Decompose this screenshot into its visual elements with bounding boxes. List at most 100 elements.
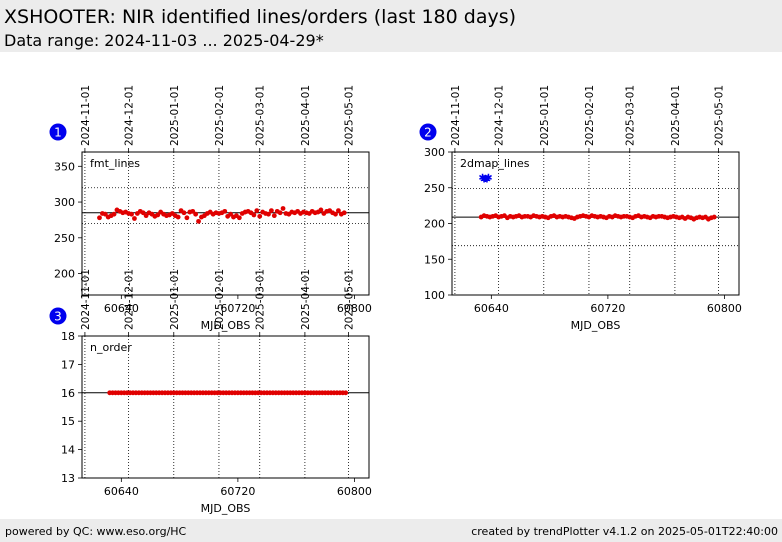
date-tick-label: 2024-12-01 [124,85,136,146]
date-tick-label: 2024-12-01 [494,85,506,146]
date-tick-label: 2025-04-01 [670,85,682,146]
page-subtitle: Data range: 2024-11-03 ... 2025-04-29* [4,31,324,50]
x-tick-label: 60640 [104,302,139,315]
y-tick-label: 250 [424,182,445,195]
footer-timestamp: created by trendPlotter v4.1.2 on 2025-0… [471,525,778,538]
data-point [111,211,117,217]
data-point [175,214,181,220]
plot-frame [81,335,370,479]
y-tick-label: 250 [54,232,75,245]
data-point [193,211,199,217]
outlier-marker: ✱ [481,174,489,185]
y-tick-label: 150 [424,253,445,266]
chart-panel-3: 2024-11-01 2024-12-01 2025-01-01 2025-02-01… [49,269,372,515]
x-tick-label: 60640 [104,485,139,498]
date-tick-label: 2025-05-01 [714,85,726,146]
y-tick-label: 350 [54,160,75,173]
y-tick-label: 300 [54,196,75,209]
parameter-label: 2dmap_lines [460,157,530,170]
data-point [341,210,347,216]
x-axis-label: MJD_OBS [571,319,621,332]
y-tick-label: 13 [61,472,75,485]
date-tick-label: 2025-05-01 [344,85,356,146]
data-point [132,216,137,221]
x-tick-label: 60720 [220,302,255,315]
y-tick-label: 17 [61,358,75,371]
parameter-label: n_order [90,341,132,354]
chart-panel-1: 2024-11-01 2024-12-01 2025-01-01 2025-02-01… [49,85,372,332]
panel-badge-number: 3 [54,310,62,324]
chart-panel-2: 2024-11-01 2024-12-01 2025-01-01 2025-02-01… [419,85,742,332]
plot-frame [81,151,370,296]
data-point [268,208,274,214]
x-tick-label: 60720 [220,485,255,498]
outlier-marker: ✱ [484,173,492,184]
date-tick-label: 2024-12-01 [124,269,136,330]
date-tick-label: 2025-03-01 [625,85,637,146]
header-bar: XSHOOTER: NIR identified lines/orders (l… [0,0,782,52]
date-tick-label: 2024-11-01 [80,85,92,146]
date-tick-label: 2024-11-01 [450,85,462,146]
outlier-marker: ✱ [483,175,491,186]
data-point [336,208,341,214]
date-tick-label: 2025-02-01 [214,269,226,330]
y-tick-label: 300 [424,146,445,159]
data-point [181,210,187,216]
date-tick-label: 2025-05-01 [344,269,356,330]
date-tick-label: 2025-04-01 [300,85,312,146]
outlier-marker: ✱ [478,173,486,184]
y-tick-label: 200 [424,218,445,231]
y-tick-label: 15 [61,415,75,428]
data-point [254,208,260,214]
data-point [333,211,338,217]
x-tick-label: 60640 [474,302,509,315]
x-tick-label: 60800 [337,485,372,498]
date-tick-label: 2025-01-01 [169,85,181,146]
date-tick-label: 2025-02-01 [214,85,226,146]
panel-badge [49,307,67,325]
footer-credit: powered by QC: www.eso.org/HC [5,525,187,538]
data-point [236,215,242,221]
page-title: XSHOOTER: NIR identified lines/orders (l… [4,6,517,28]
x-axis-label: MJD_OBS [201,502,251,515]
outlier-marker: ✱ [480,175,488,186]
data-point [271,213,277,219]
y-tick-label: 16 [61,387,75,400]
x-axis-label: MJD_OBS [201,319,251,332]
data-point [343,390,349,396]
panel-badge-number: 1 [54,126,62,140]
data-point [222,208,228,214]
y-tick-label: 100 [424,289,445,302]
date-tick-label: 2024-11-01 [80,269,92,330]
data-point [318,207,324,213]
y-tick-label: 18 [61,330,75,343]
data-point [257,213,263,219]
data-point [196,218,201,224]
footer-bar: powered by QC: www.eso.org/HC created by… [0,519,782,542]
panel-badge-number: 2 [424,126,432,140]
data-point [266,211,271,217]
data-point [280,206,286,211]
x-tick-label: 60720 [590,302,625,315]
data-point [251,212,257,218]
date-tick-label: 2025-01-01 [539,85,551,146]
data-point [277,210,283,216]
parameter-label: fmt_lines [90,157,140,170]
x-tick-label: 60800 [707,302,742,315]
date-tick-label: 2025-04-01 [300,269,312,330]
panel-badge [49,123,67,141]
date-tick-label: 2025-03-01 [255,269,267,330]
y-tick-label: 14 [61,444,75,457]
plot-frame [451,151,740,296]
data-point [184,215,190,221]
date-tick-label: 2025-01-01 [169,269,181,330]
date-tick-label: 2025-02-01 [584,85,596,146]
data-point [97,215,102,221]
data-point [711,214,717,220]
data-point [129,211,134,217]
date-tick-label: 2025-03-01 [255,85,267,146]
y-tick-label: 200 [54,268,75,281]
panel-badge [419,123,437,141]
x-tick-label: 60800 [337,302,372,315]
